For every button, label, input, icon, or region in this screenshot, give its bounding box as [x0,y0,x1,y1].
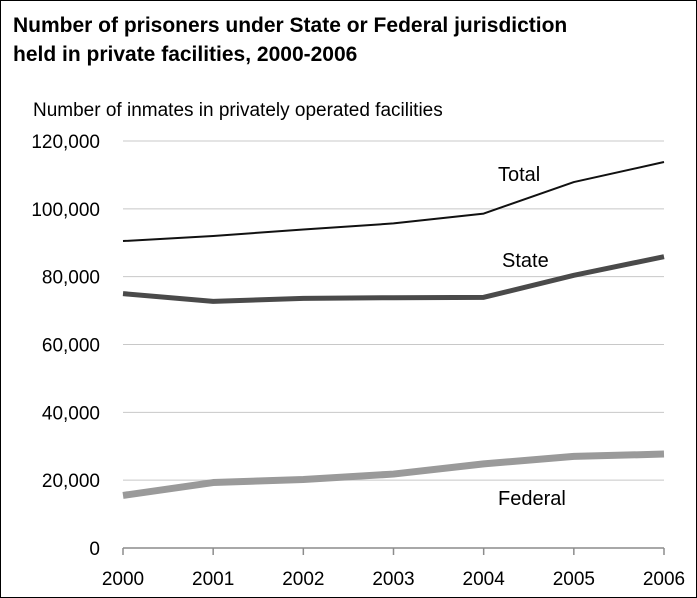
y-tick-label: 80,000 [42,268,100,289]
chart-title-line-2: held in private facilities, 2000-2006 [13,43,358,66]
x-tick-label: 2000 [102,569,144,590]
series-label-total: Total [498,164,540,186]
x-tick-label: 2005 [553,569,595,590]
series-line-federal [122,450,665,499]
y-tick-label: 0 [89,539,100,560]
y-tick-label: 120,000 [31,132,100,153]
y-tick-label: 40,000 [42,403,100,424]
series-label-state: State [502,250,549,272]
gridlines [123,140,664,481]
x-tick-label: 2002 [282,569,324,590]
y-tick-label: 60,000 [42,336,100,357]
chart-title: Number of prisoners under State or Feder… [13,11,683,69]
series-line-state [122,254,665,304]
x-tick-label: 2004 [463,569,506,590]
y-tick-label: 100,000 [31,200,100,221]
x-tick-label: 2003 [372,569,414,590]
series-line-total [122,161,665,243]
axes [122,547,665,555]
series-labels: Total State Federal [498,164,566,510]
series-label-federal: Federal [498,488,566,510]
x-tick-label: 2001 [192,569,234,590]
x-tick-labels: 2000 2001 2002 2003 2004 2005 2006 [102,569,685,590]
y-axis-label: Number of inmates in privately operated … [33,100,443,121]
x-tick-label: 2006 [643,569,685,590]
series-lines [122,161,665,499]
chart-title-line-1: Number of prisoners under State or Feder… [13,14,568,37]
y-tick-labels: 0 20,000 40,000 60,000 80,000 100,000 120,000 [31,132,100,560]
y-tick-label: 20,000 [42,471,100,492]
